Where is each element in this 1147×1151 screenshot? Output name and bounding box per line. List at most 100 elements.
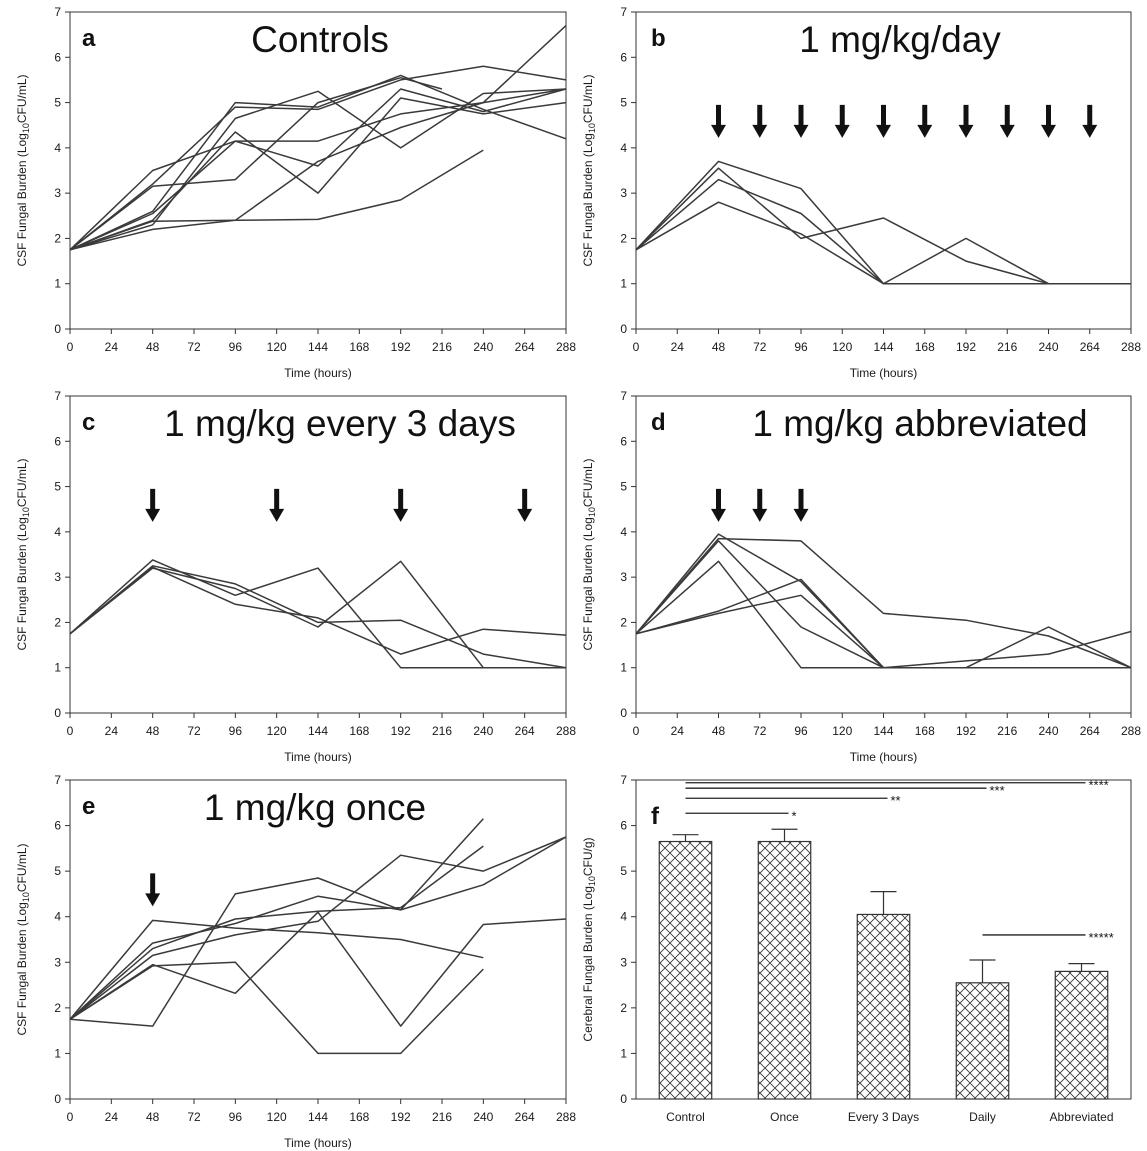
series-line-1 — [635, 160, 1131, 285]
y-tick-label: 4 — [620, 910, 627, 924]
chart-b-svg: 0 1 2 3 4 5 6 7 CSF Fungal Burden (Log10CFU/mL) b… — [581, 5, 1141, 380]
x-tick-label: 168 — [915, 340, 935, 354]
series-line-5 — [635, 578, 1131, 669]
y-tick-label: 5 — [620, 864, 627, 878]
x-tick-label: 0 — [67, 724, 74, 738]
panel-letter: d — [651, 409, 666, 436]
series-line-6 — [635, 594, 884, 669]
dose-arrow-icon — [793, 104, 809, 138]
dose-arrow-icon — [793, 488, 809, 522]
series-line-3 — [69, 560, 566, 669]
x-tick-label: 216 — [432, 1110, 452, 1124]
x-tick-label: 72 — [753, 724, 767, 738]
chart-c-svg: 0 1 2 3 4 5 6 7 CSF Fungal Burden (Log10CFU/mL) c… — [15, 389, 576, 764]
category-label: Control — [666, 1110, 705, 1124]
dose-arrow-icon — [517, 488, 533, 522]
x-tick-label: 72 — [187, 724, 201, 738]
significance-label: * — [792, 808, 797, 823]
y-axis-label: CSF Fungal Burden (Log10CFU/mL) — [15, 843, 31, 1035]
significance-label: ***** — [1089, 930, 1114, 945]
y-tick-label: 0 — [54, 706, 61, 720]
x-axis-label: Time (hours) — [284, 750, 352, 764]
x-tick-label: 48 — [712, 724, 726, 738]
x-tick-label: 144 — [308, 1110, 328, 1124]
y-axis-label: Cerebral Fungal Burden (Log10CFU/g) — [581, 837, 597, 1041]
x-tick-label: 216 — [997, 340, 1017, 354]
significance-label: *** — [990, 783, 1005, 798]
y-axis-label: CSF Fungal Burden (Log10CFU/mL) — [15, 458, 31, 650]
panel-letter: f — [651, 803, 660, 830]
y-tick-label: 1 — [54, 1046, 61, 1060]
series-line-1 — [69, 559, 566, 669]
series-line-9 — [69, 149, 484, 251]
y-tick-label: 0 — [620, 1092, 627, 1106]
panel-letter: b — [651, 25, 666, 52]
panel-f: 0 1 2 3 4 5 6 7 Cerebral Fungal Burden (Log10CFU… — [565, 768, 1145, 1151]
series-line-2 — [69, 845, 484, 1020]
series-line-3 — [635, 540, 1132, 669]
series-line-2 — [69, 65, 567, 251]
x-tick-label: 168 — [349, 1110, 369, 1124]
chart-f-svg: 0 1 2 3 4 5 6 7 Cerebral Fungal Burden (Log10CFU… — [581, 773, 1132, 1124]
x-tick-label: 24 — [671, 724, 685, 738]
chart-d-svg: 0 1 2 3 4 5 6 7 CSF Fungal Burden (Log10CFU/mL) d… — [581, 389, 1141, 764]
dose-arrow-icon — [1041, 104, 1056, 138]
x-axis-label: Time (hours) — [284, 366, 352, 380]
panel-title: Controls — [251, 19, 389, 60]
x-tick-label: 240 — [473, 724, 493, 738]
x-tick-label: 24 — [105, 1110, 119, 1124]
dose-arrow-icon — [876, 104, 891, 138]
x-tick-label: 264 — [1080, 724, 1100, 738]
x-tick-label: 192 — [391, 724, 411, 738]
x-tick-label: 0 — [67, 340, 74, 354]
series-line-5 — [69, 836, 567, 1027]
series-line-6 — [69, 911, 567, 1027]
x-tick-label: 264 — [515, 1110, 535, 1124]
dose-arrow-icon — [999, 104, 1015, 138]
x-tick-label: 120 — [267, 340, 287, 354]
series-line-4 — [69, 919, 484, 1020]
x-tick-label: 168 — [349, 340, 369, 354]
x-tick-label: 240 — [473, 340, 493, 354]
x-tick-label: 24 — [105, 724, 119, 738]
x-tick-label: 48 — [146, 1110, 160, 1124]
category-label: Daily — [969, 1110, 996, 1124]
x-tick-label: 72 — [187, 1110, 201, 1124]
series-line-1 — [635, 537, 1132, 669]
bar-control — [658, 840, 713, 1100]
y-tick-label: 1 — [620, 277, 627, 291]
series-line-2 — [69, 565, 567, 669]
y-tick-label: 6 — [54, 50, 61, 64]
dose-arrow-icon — [752, 488, 768, 522]
bar-once — [757, 840, 812, 1100]
x-axis-label: Time (hours) — [284, 1136, 352, 1150]
x-tick-label: 264 — [515, 340, 535, 354]
panel-letter: c — [82, 409, 95, 436]
category-label: Once — [770, 1110, 799, 1124]
y-tick-label: 6 — [620, 819, 627, 833]
x-tick-label: 48 — [146, 724, 160, 738]
series-line-4 — [635, 201, 1049, 285]
y-tick-label: 1 — [54, 661, 61, 675]
y-tick-label: 1 — [620, 1046, 627, 1060]
dose-arrow-icon — [1082, 104, 1098, 138]
y-tick-label: 0 — [54, 1092, 61, 1106]
panel-letter: a — [82, 25, 96, 52]
dose-arrow-icon — [393, 488, 409, 522]
x-tick-label: 168 — [915, 724, 935, 738]
significance-label: ** — [891, 793, 901, 808]
y-tick-label: 0 — [620, 322, 627, 336]
x-tick-label: 216 — [432, 340, 452, 354]
y-tick-label: 7 — [620, 773, 627, 787]
y-tick-label: 5 — [54, 480, 61, 494]
x-tick-label: 72 — [187, 340, 201, 354]
y-tick-label: 2 — [54, 1001, 61, 1015]
panel-title: 1 mg/kg every 3 days — [164, 403, 516, 444]
y-tick-label: 3 — [54, 955, 61, 969]
x-tick-label: 240 — [1038, 340, 1058, 354]
y-tick-label: 2 — [620, 615, 627, 629]
x-tick-label: 144 — [308, 724, 328, 738]
series-line-3 — [635, 178, 1131, 285]
x-tick-label: 144 — [873, 724, 893, 738]
x-tick-label: 192 — [391, 1110, 411, 1124]
